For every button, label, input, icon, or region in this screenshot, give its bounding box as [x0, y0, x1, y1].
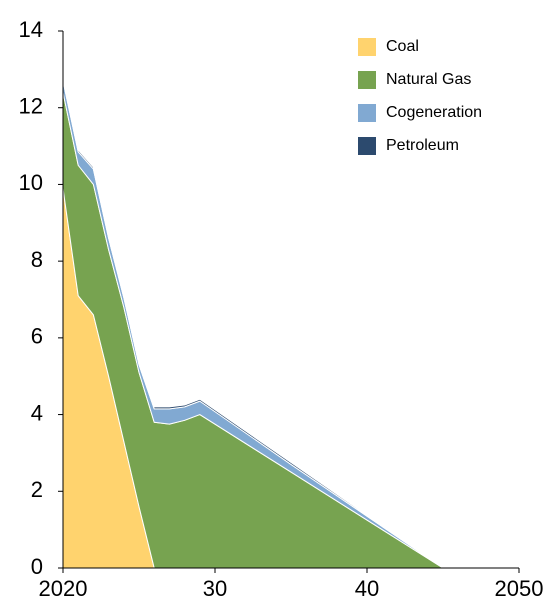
x-tick-label: 2050: [495, 576, 544, 601]
x-tick-label: 2020: [39, 576, 88, 601]
legend-label: Petroleum: [386, 137, 459, 154]
x-tick-label: 30: [203, 576, 227, 601]
y-tick-label: 0: [31, 554, 43, 579]
y-tick-label: 10: [19, 170, 43, 195]
y-tick-label: 12: [19, 94, 43, 119]
y-tick-label: 14: [19, 17, 43, 42]
legend-swatch: [358, 137, 376, 155]
legend-swatch: [358, 71, 376, 89]
legend-label: Cogeneration: [386, 104, 482, 121]
x-tick-label: 40: [355, 576, 379, 601]
legend-label: Natural Gas: [386, 71, 471, 88]
legend-swatch: [358, 104, 376, 122]
y-tick-label: 8: [31, 247, 43, 272]
y-tick-label: 2: [31, 477, 43, 502]
legend-swatch: [358, 38, 376, 56]
legend-label: Coal: [386, 38, 419, 55]
y-tick-label: 4: [31, 400, 43, 425]
y-tick-label: 6: [31, 324, 43, 349]
